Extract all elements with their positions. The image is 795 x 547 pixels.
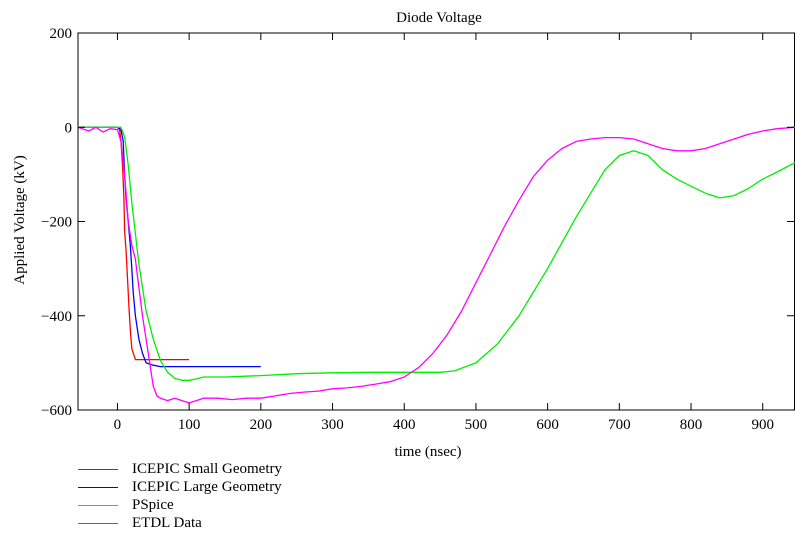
legend-swatch <box>78 505 118 506</box>
legend-item: ICEPIC Large Geometry <box>78 478 398 496</box>
x-tick-label: 600 <box>536 417 559 433</box>
y-tick-label: −200 <box>41 215 72 231</box>
legend-swatch <box>78 469 118 470</box>
y-tick-label: 0 <box>65 120 73 136</box>
series-line-3 <box>77 126 795 404</box>
series-line-0 <box>78 126 190 361</box>
legend-label: ETDL Data <box>132 515 202 531</box>
plot-area <box>77 32 795 411</box>
x-tick-label: 200 <box>250 417 273 433</box>
x-tick-label: 500 <box>465 417 488 433</box>
x-tick-label: 100 <box>178 417 201 433</box>
legend-item: ETDL Data <box>78 514 398 532</box>
series-line-1 <box>78 126 261 368</box>
x-tick-label: 800 <box>680 417 703 433</box>
x-axis-label: time (nsec) <box>394 444 461 460</box>
y-tick-label: −600 <box>41 403 72 419</box>
legend-swatch <box>78 487 118 488</box>
legend: ICEPIC Small Geometry ICEPIC Large Geomet… <box>78 460 398 532</box>
x-tick-label: 700 <box>608 417 631 433</box>
legend-swatch <box>78 523 118 524</box>
legend-label: ICEPIC Large Geometry <box>132 479 282 495</box>
x-tick-label: 300 <box>321 417 344 433</box>
y-tick-label: 200 <box>50 26 73 42</box>
legend-item: PSpice <box>78 496 398 514</box>
chart-title: Diode Voltage <box>396 10 482 26</box>
legend-label: ICEPIC Small Geometry <box>132 461 282 477</box>
legend-label: PSpice <box>132 497 174 513</box>
y-axis-label: Applied Voltage (kV) <box>12 155 28 284</box>
x-tick-label: 400 <box>393 417 416 433</box>
series-line-2 <box>78 126 795 381</box>
legend-item: ICEPIC Small Geometry <box>78 460 398 478</box>
x-tick-label: 900 <box>751 417 774 433</box>
x-tick-label: 0 <box>114 417 122 433</box>
y-tick-label: −400 <box>41 309 72 325</box>
